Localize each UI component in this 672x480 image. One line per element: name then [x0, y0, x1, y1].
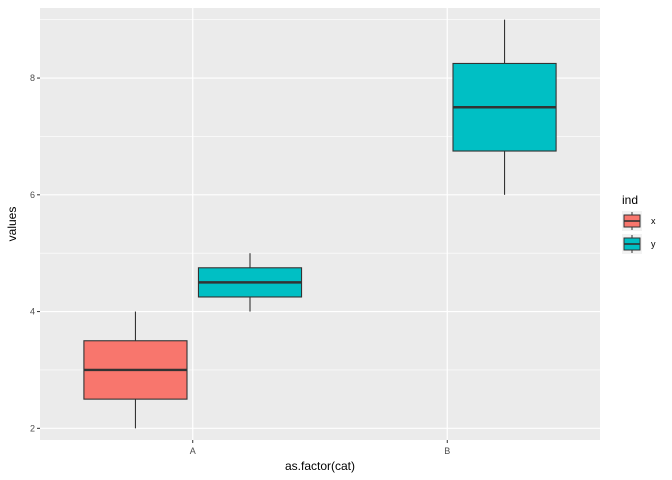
y-tick-label: 8: [30, 73, 35, 83]
y-tick-label: 6: [30, 190, 35, 200]
legend-key-y: [622, 234, 642, 254]
legend: ind x y: [622, 193, 656, 254]
legend-label-x: x: [651, 216, 656, 226]
box-B-y: [452, 19, 557, 195]
box-A-y: [197, 253, 303, 312]
y-axis-title: values: [5, 207, 19, 242]
x-axis-title: as.factor(cat): [285, 459, 355, 473]
legend-key-x: [622, 211, 642, 231]
box-A-x: [83, 311, 188, 429]
y-axis: 2 4 6 8: [30, 73, 40, 433]
x-tick-label: B: [444, 446, 450, 456]
box-series: [83, 19, 557, 429]
y-tick-label: 2: [30, 423, 35, 433]
legend-label-y: y: [651, 239, 656, 249]
y-tick-label: 4: [30, 307, 35, 317]
x-tick-label: A: [190, 446, 196, 456]
legend-title: ind: [622, 193, 638, 207]
grid-lines: [40, 8, 600, 440]
